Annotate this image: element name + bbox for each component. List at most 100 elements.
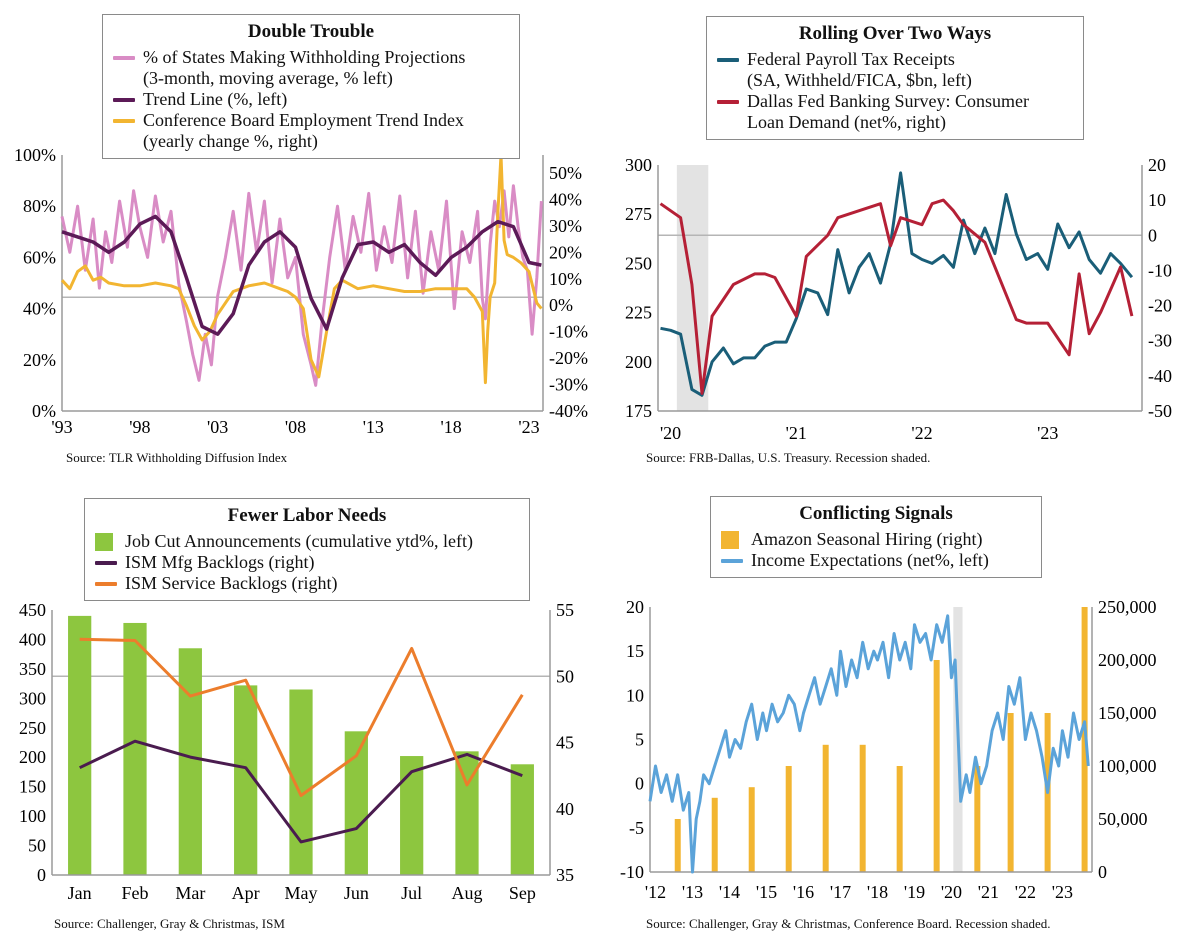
bar-job-cuts [510,764,534,875]
x-tick: Jan [68,883,92,903]
bar-amazon-hiring [896,766,903,872]
bar-amazon-hiring [933,660,940,872]
x-tick: May [285,883,318,903]
legend-label-2: Loan Demand (net%, right) [747,112,946,132]
x-tick: '23 [1052,882,1073,902]
y-tick-right: 200,000 [1098,650,1157,670]
bar-job-cuts [123,622,147,875]
legend-fewer-labor: Fewer Labor Needs Job Cut Announcements … [84,498,530,601]
y-tick-right: 100,000 [1098,756,1157,776]
y-tick-right: 45 [556,733,574,753]
x-tick: '93 [51,417,72,437]
legend-item-trend: Trend Line (%, left) [113,89,509,110]
chart-rolling-over: 175 200 225 250 275 300 -50 -40 -30 -20 -10 0 10 20 '2… [625,155,1172,443]
legend-conflicting: Conflicting Signals Amazon Seasonal Hiri… [710,496,1042,578]
y-tick-right: 40% [549,189,582,209]
source-note: Source: Challenger, Gray & Christmas, IS… [54,916,285,931]
legend-item-income: Income Expectations (net%, left) [721,550,1031,571]
y-tick-left: 450 [19,600,46,620]
legend-item-jobcuts: Job Cut Announcements (cumulative ytd%, … [95,531,519,552]
bar-job-cuts [178,648,202,875]
bar-job-cuts [68,615,92,875]
x-tick: '17 [830,882,851,902]
y-tick-right: -10 [1148,260,1172,280]
y-tick-right: 50 [556,666,574,686]
y-tick-right: -20 [1148,296,1172,316]
legend-item-ism-mfg: ISM Mfg Backlogs (right) [95,552,519,573]
x-tick: '13 [363,417,384,437]
legend-swatch [95,561,117,565]
panel-fewer-labor: 0 50 100 150 200 250 300 350 400 450 35 40 45 50 55 Jan… [0,470,600,942]
legend-label: Amazon Seasonal Hiring (right) [751,529,983,549]
y-tick-left: 225 [625,303,652,323]
x-tick: Aug [452,883,483,903]
legend-swatch [721,559,743,563]
y-tick-left: -5 [629,818,644,838]
y-tick-left: 300 [625,155,652,175]
x-tick: Feb [122,883,149,903]
y-tick-right: -30% [549,375,588,395]
legend-item-states: % of States Making Withholding Projectio… [113,47,509,89]
y-tick-left: 100 [19,806,46,826]
x-tick: '20 [941,882,962,902]
panel-double-trouble: 0% 20% 40% 60% 80% 100% -40% -30% -20% -10% 0% 10% 2… [0,0,600,470]
y-tick-left: 300 [19,688,46,708]
chart-title: Conflicting Signals [799,503,953,524]
y-tick-right: 10% [549,269,582,289]
chart-conflicting: -10 -5 0 5 10 15 20 0 50,000 100,000 150,000 200,00… [620,597,1157,902]
x-tick: '16 [793,882,814,902]
x-tick: Sep [509,883,536,903]
y-tick-right: 250,000 [1098,597,1157,617]
legend-label: Conference Board Employment Trend Index [143,110,464,130]
y-tick-left: 150 [19,777,46,797]
chart-title: Fewer Labor Needs [227,505,387,526]
x-tick: '12 [645,882,666,902]
legend-swatch [113,56,135,60]
legend-label: Income Expectations (net%, left) [751,550,989,570]
legend-label: Trend Line (%, left) [143,89,288,109]
legend-swatch [95,582,117,586]
y-tick-left: 40% [23,299,56,319]
legend-swatch [95,533,113,551]
y-tick-left: 60% [23,247,56,267]
x-tick: '15 [756,882,777,902]
x-tick: '13 [682,882,703,902]
bar-amazon-hiring [859,744,866,872]
y-tick-right: 50,000 [1098,809,1148,829]
y-tick-right: 35 [556,865,574,885]
bar-amazon-hiring [674,819,681,872]
legend-item-conference: Conference Board Employment Trend Index(… [113,110,509,152]
panel-rolling-over: 175 200 225 250 275 300 -50 -40 -30 -20 -10 0 10 20 '2… [600,0,1200,470]
legend-double-trouble: Double Trouble % of States Making Withho… [102,14,520,159]
chart-double-trouble: 0% 20% 40% 60% 80% 100% -40% -30% -20% -10% 0% 10% 2… [14,145,588,437]
x-tick: '22 [911,423,932,443]
x-tick: Jun [344,883,369,903]
y-tick-right: 55 [556,600,574,620]
y-tick-right: -30 [1148,331,1172,351]
series-income-line [648,614,1090,874]
bar-job-cuts [234,685,258,875]
chart-title: Rolling Over Two Ways [798,23,992,44]
x-tick: '14 [719,882,740,902]
y-tick-left: 275 [625,204,652,224]
x-tick: '18 [441,417,462,437]
y-tick-right: -40% [549,401,588,421]
legend-swatch [113,119,135,123]
y-tick-right: 30% [549,216,582,236]
y-tick-left: 80% [23,196,56,216]
legend-label: Dallas Fed Banking Survey: Consumer [747,91,1029,111]
y-tick-left: 15 [626,641,644,661]
x-tick: '21 [786,423,807,443]
y-tick-right: 40 [556,799,574,819]
legend-label: Federal Payroll Tax Receipts [747,49,955,69]
y-tick-left: 50 [28,836,46,856]
y-tick-right: -10% [549,322,588,342]
chart-title: Double Trouble [247,21,375,42]
y-tick-right: 10 [1148,190,1166,210]
legend-label-2: (yearly change %, right) [143,131,318,151]
y-tick-right: 20 [1148,155,1166,175]
bar-amazon-hiring [711,797,718,872]
y-tick-left: 250 [625,253,652,273]
x-tick: '08 [285,417,306,437]
y-tick-right: 0% [549,295,573,315]
